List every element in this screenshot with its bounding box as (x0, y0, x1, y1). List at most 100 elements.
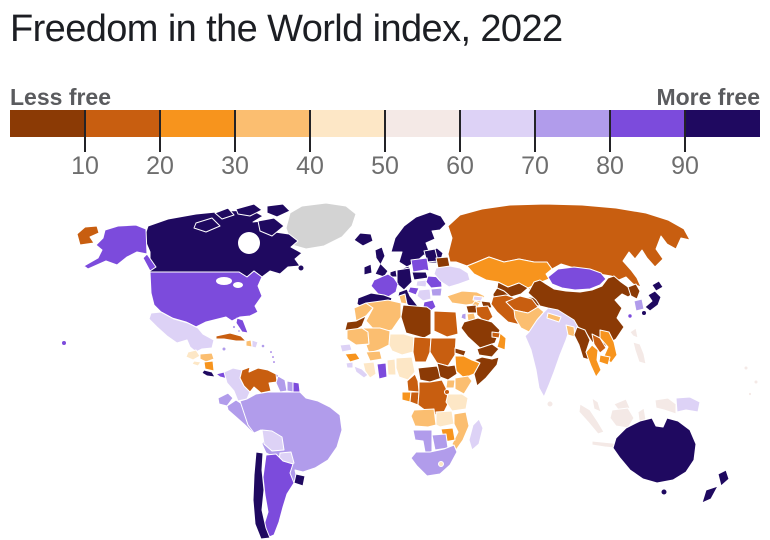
region-namibia[interactable] (412, 429, 433, 453)
region-lesser-antilles-3[interactable] (272, 360, 276, 364)
region-uae[interactable] (491, 331, 501, 339)
region-lesser-antilles-2[interactable] (271, 355, 275, 359)
region-united-kingdom[interactable] (374, 246, 389, 278)
region-bolivia[interactable] (261, 429, 285, 452)
region-ghana[interactable] (376, 362, 388, 380)
region-central-african-republic[interactable] (417, 365, 443, 383)
region-senegal[interactable] (339, 343, 353, 353)
region-lesotho[interactable] (438, 461, 444, 467)
region-nepal[interactable] (546, 312, 562, 323)
region-thailand[interactable] (585, 344, 602, 378)
region-sierra-leone[interactable] (345, 361, 354, 369)
region-madagascar[interactable] (468, 418, 484, 451)
region-saudi-arabia[interactable] (460, 317, 501, 349)
region-ivory-coast[interactable] (362, 361, 377, 379)
region-south-sudan[interactable] (436, 362, 458, 381)
region-eritrea[interactable] (454, 347, 467, 357)
region-ecuador[interactable] (217, 392, 234, 407)
region-egypt[interactable] (433, 310, 459, 338)
region-georgia[interactable] (472, 295, 484, 302)
region-japan[interactable] (644, 280, 664, 312)
region-australia[interactable] (612, 417, 697, 484)
region-philippines[interactable] (629, 327, 647, 365)
region-costa-rica[interactable] (201, 369, 216, 378)
region-ireland[interactable] (363, 263, 373, 276)
region-russia-chukotka[interactable] (76, 225, 100, 246)
region-papua-new-guinea[interactable] (675, 396, 701, 413)
region-france[interactable] (370, 273, 399, 298)
region-brazil[interactable] (239, 391, 343, 487)
region-greenland[interactable] (285, 202, 357, 250)
region-laos[interactable] (591, 333, 607, 354)
region-honduras[interactable] (199, 352, 215, 363)
region-pacific-islands-2[interactable] (753, 379, 759, 385)
region-bahamas-2[interactable] (237, 329, 241, 333)
region-algeria[interactable] (365, 299, 402, 334)
region-slovenia-croatia[interactable] (407, 286, 420, 296)
region-iraq[interactable] (475, 305, 494, 324)
region-bulgaria[interactable] (430, 287, 443, 297)
region-taiwan[interactable] (627, 313, 633, 319)
region-vietnam[interactable] (599, 329, 618, 364)
region-cambodia[interactable] (598, 354, 611, 366)
region-hawaii[interactable] (61, 340, 67, 346)
region-rwanda-burundi[interactable] (444, 389, 450, 395)
region-botswana[interactable] (431, 433, 449, 451)
region-japan-kyushu[interactable] (641, 310, 647, 316)
region-pacific-islands-1[interactable] (743, 365, 749, 371)
region-dominican-republic[interactable] (251, 339, 259, 349)
region-el-salvador[interactable] (191, 360, 202, 367)
region-french-guiana[interactable] (292, 381, 301, 393)
region-chad[interactable] (412, 336, 432, 363)
region-tunisia[interactable] (398, 293, 408, 305)
region-canada-newfoundland[interactable] (297, 264, 305, 272)
region-tanzania[interactable] (445, 393, 469, 412)
region-libya[interactable] (400, 304, 432, 339)
region-oman[interactable] (496, 332, 507, 351)
region-niger[interactable] (388, 333, 415, 356)
region-yemen[interactable] (476, 343, 500, 358)
region-ukraine[interactable] (433, 265, 471, 288)
region-south-korea[interactable] (633, 298, 645, 312)
region-venezuela[interactable] (239, 366, 278, 394)
region-puerto-rico[interactable] (260, 343, 266, 349)
region-bahamas[interactable] (231, 324, 237, 330)
region-somalia[interactable] (473, 356, 500, 387)
region-sri-lanka[interactable] (546, 400, 554, 408)
region-north-korea[interactable] (627, 283, 641, 300)
region-burkina-faso[interactable] (365, 350, 383, 362)
region-canada[interactable] (143, 209, 303, 278)
region-uruguay[interactable] (293, 473, 306, 487)
region-alaska[interactable] (83, 224, 157, 272)
region-morocco[interactable] (353, 302, 374, 322)
region-hungary[interactable] (415, 279, 428, 288)
region-angola[interactable] (410, 408, 437, 428)
region-canada-arctic-islands[interactable] (193, 203, 291, 237)
region-kenya[interactable] (454, 375, 473, 395)
region-suriname[interactable] (286, 380, 294, 393)
region-lesser-antilles-1[interactable] (269, 350, 273, 354)
region-south-africa[interactable] (410, 444, 458, 477)
region-mexico[interactable] (148, 311, 215, 353)
region-nicaragua[interactable] (203, 360, 215, 372)
region-haiti[interactable] (245, 339, 253, 348)
region-sudan[interactable] (429, 337, 457, 367)
region-guatemala[interactable] (185, 349, 201, 361)
region-israel[interactable] (460, 312, 467, 321)
region-jamaica[interactable] (221, 346, 227, 352)
region-guyana[interactable] (275, 375, 288, 393)
region-western-sahara[interactable] (344, 315, 367, 333)
region-guinea[interactable] (344, 352, 361, 363)
region-iceland[interactable] (353, 232, 374, 247)
region-zambia[interactable] (435, 410, 455, 428)
region-australia-tasmania[interactable] (660, 488, 668, 496)
region-mozambique[interactable] (451, 411, 470, 451)
region-balkans[interactable] (416, 288, 432, 302)
region-liberia[interactable] (353, 365, 369, 379)
region-kazakhstan[interactable] (466, 256, 553, 289)
region-chile[interactable] (252, 451, 271, 540)
region-argentina[interactable] (262, 453, 295, 539)
region-uganda[interactable] (445, 379, 456, 389)
region-poland[interactable] (410, 257, 430, 273)
region-togo-benin[interactable] (386, 358, 397, 376)
